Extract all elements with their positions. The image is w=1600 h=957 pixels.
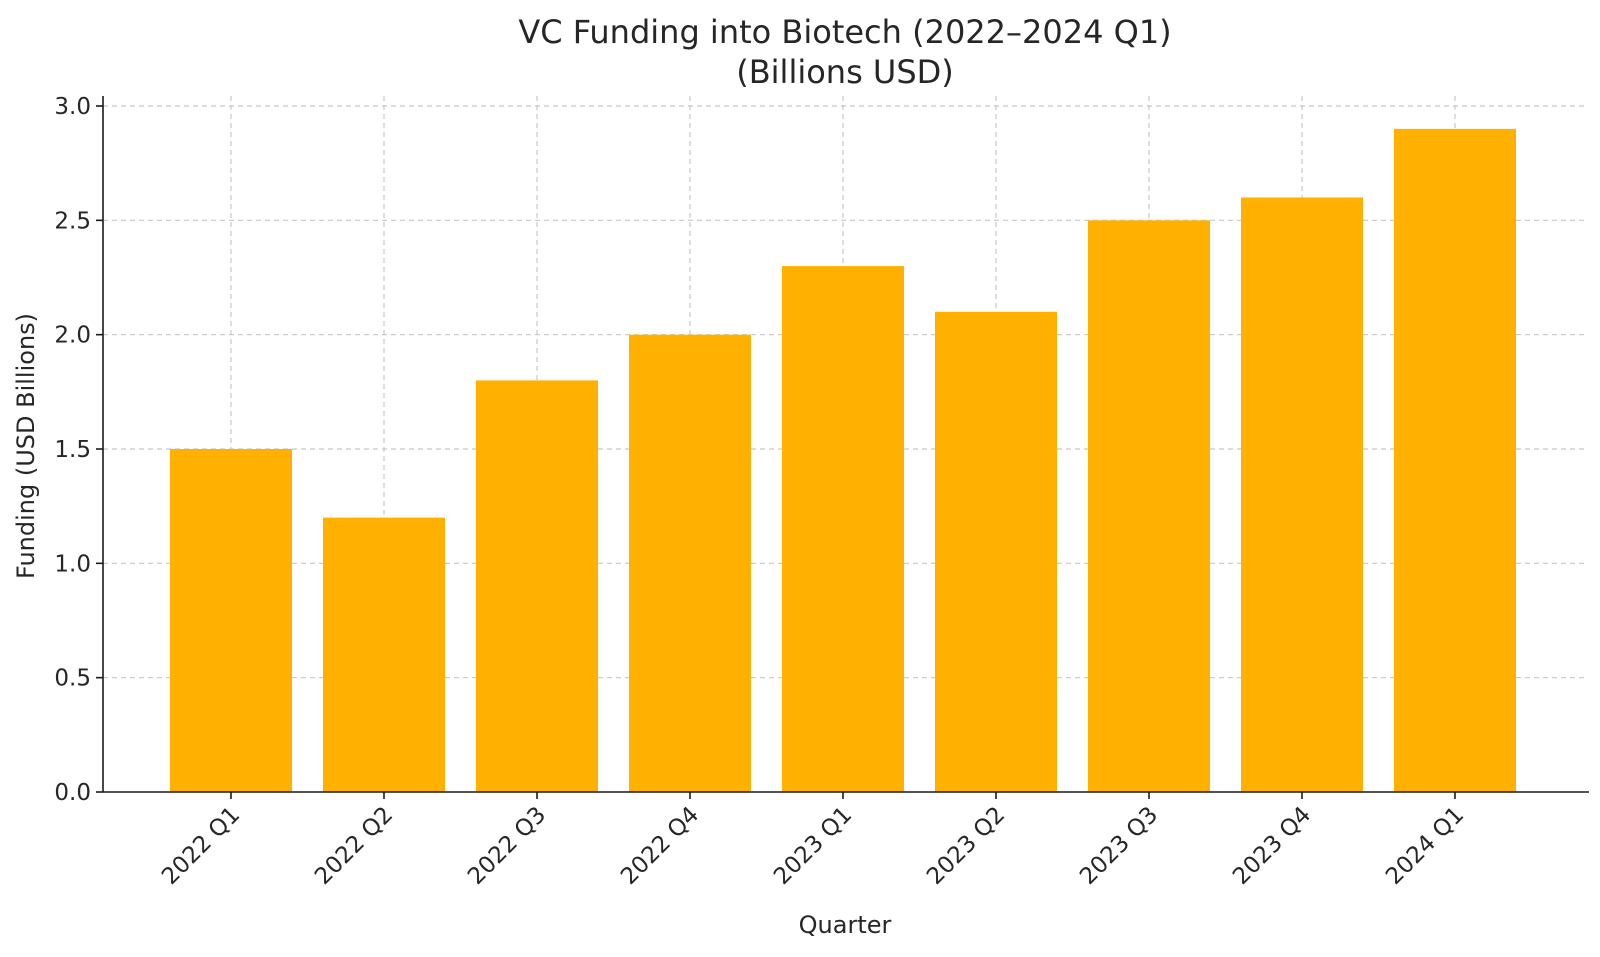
bar xyxy=(629,334,751,792)
x-tick-label: 2023 Q2 xyxy=(922,802,1010,890)
y-tick-label: 3.0 xyxy=(54,94,91,120)
bar-layer xyxy=(170,128,1516,793)
bar xyxy=(782,266,904,793)
bar xyxy=(170,449,292,792)
x-tick-label: 2023 Q4 xyxy=(1228,802,1316,890)
x-tick-label: 2022 Q1 xyxy=(157,802,245,890)
y-tick-label: 2.5 xyxy=(54,208,91,234)
x-tick-label: 2022 Q2 xyxy=(310,802,398,890)
y-tick-label: 0.0 xyxy=(54,780,91,806)
x-tick-label: 2022 Q4 xyxy=(616,802,704,890)
chart-title: VC Funding into Biotech (2022–2024 Q1) xyxy=(518,13,1171,51)
y-tick-label: 0.5 xyxy=(54,666,91,692)
bar xyxy=(1241,197,1363,792)
y-tick-label: 1.5 xyxy=(54,437,91,463)
x-axis-label: Quarter xyxy=(799,911,892,939)
x-tick-label: 2023 Q3 xyxy=(1075,802,1163,890)
bar xyxy=(323,517,445,792)
y-tick-label: 2.0 xyxy=(54,323,91,349)
bar xyxy=(1088,220,1210,793)
y-axis-label: Funding (USD Billions) xyxy=(12,313,40,579)
y-tick-label: 1.0 xyxy=(54,551,91,577)
bar xyxy=(476,380,598,792)
x-tick-label: 2023 Q1 xyxy=(769,802,857,890)
bar xyxy=(935,311,1057,792)
label-layer: VC Funding into Biotech (2022–2024 Q1) (… xyxy=(12,13,1172,939)
bar xyxy=(1394,128,1516,792)
chart-subtitle: (Billions USD) xyxy=(736,53,954,91)
x-tick-label: 2022 Q3 xyxy=(463,802,551,890)
x-tick-label: 2024 Q1 xyxy=(1381,802,1469,890)
